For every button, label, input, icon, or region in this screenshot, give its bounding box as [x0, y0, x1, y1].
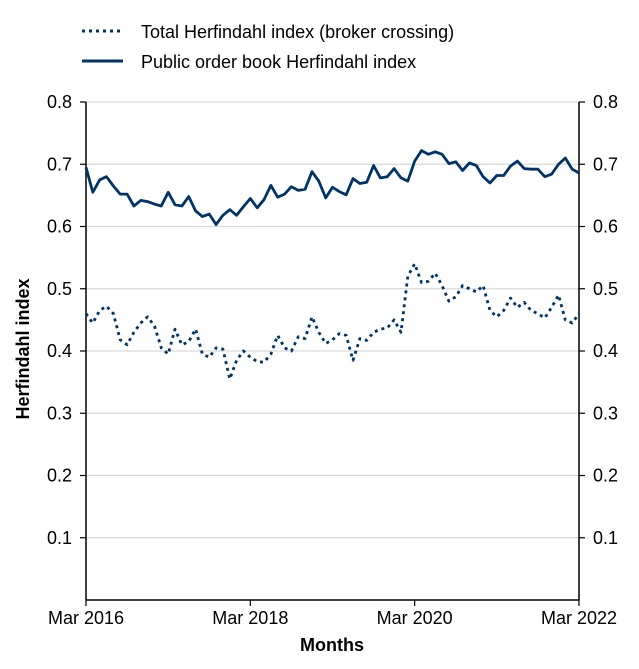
x-ticks: Mar 2016 Mar 2018 Mar 2020 Mar 2022: [48, 600, 617, 628]
y-tick-label-right: 0.5: [593, 279, 618, 299]
gridlines: [86, 101, 579, 539]
y-tick-label-left: 0.5: [47, 279, 72, 299]
y-ticks-left: 0.1 0.2 0.3 0.4 0.5 0.6 0.7 0.8: [47, 92, 86, 548]
y-tick-label-left: 0.7: [47, 154, 72, 174]
y-tick-label-left: 0.3: [47, 403, 72, 423]
y-axis-title: Herfindahl index: [13, 278, 33, 419]
series-lines: [84, 149, 581, 381]
x-tick-label: Mar 2016: [48, 608, 124, 628]
y-tick-label-right: 0.2: [593, 466, 618, 486]
y-ticks-right: 0.1 0.2 0.3 0.4 0.5 0.6 0.7 0.8: [579, 92, 618, 548]
y-tick-label-left: 0.4: [47, 341, 72, 361]
y-tick-label-right: 0.3: [593, 403, 618, 423]
x-tick-label: Mar 2022: [541, 608, 617, 628]
legend: Total Herfindahl index (broker crossing)…: [82, 22, 454, 72]
y-tick-label-left: 0.6: [47, 217, 72, 237]
y-tick-label-right: 0.7: [593, 154, 618, 174]
legend-label-total-herfindahl: Total Herfindahl index (broker crossing): [141, 22, 454, 42]
y-tick-label-right: 0.1: [593, 528, 618, 548]
x-tick-label: Mar 2020: [377, 608, 453, 628]
y-tick-label-left: 0.2: [47, 466, 72, 486]
y-tick-label-right: 0.8: [593, 92, 618, 112]
y-tick-label-left: 0.8: [47, 92, 72, 112]
series-line-total-herfindahl: [84, 262, 581, 381]
series-line-public-order-book: [84, 149, 580, 227]
legend-label-public-order-book: Public order book Herfindahl index: [141, 52, 416, 72]
x-axis-title: Months: [300, 635, 364, 655]
y-tick-label-right: 0.6: [593, 217, 618, 237]
x-tick-label: Mar 2018: [212, 608, 288, 628]
y-tick-label-left: 0.1: [47, 528, 72, 548]
y-tick-label-right: 0.4: [593, 341, 618, 361]
